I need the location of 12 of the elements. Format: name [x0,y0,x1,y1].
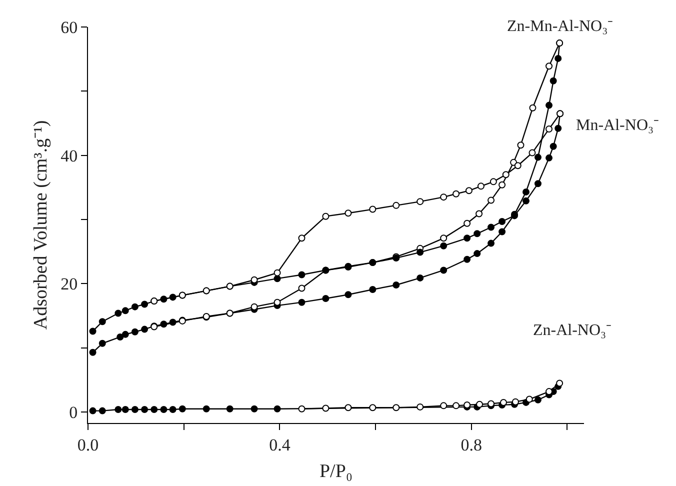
y-axis-title: Adsorbed Volume (cm³.g⁻¹) [30,120,52,330]
x-axis-title: P/P₀ [319,461,353,482]
y-tick-label: 60 [60,18,78,37]
y-tick-label: 40 [60,146,78,166]
x-tick-label: 0.0 [77,435,99,454]
annotation: Zn-Mn-Al-NO₃⁻ [507,18,613,35]
annotation: Mn-Al-NO₃⁻ [576,117,659,134]
x-tick-label: 0.4 [269,435,291,454]
annotation: Zn-Al-NO₃⁻ [533,322,612,339]
x-tick-label: 0.8 [460,435,482,454]
y-tick-label: 0 [69,403,78,422]
y-tick-label: 20 [60,274,78,294]
